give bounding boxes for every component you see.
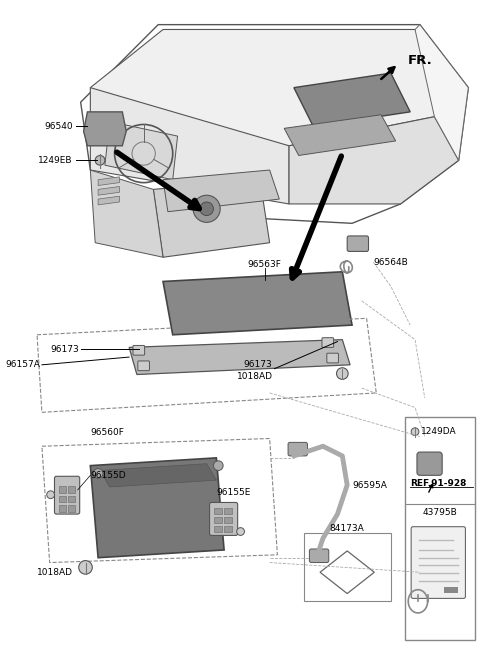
FancyBboxPatch shape [138,361,149,371]
Polygon shape [90,88,289,204]
Circle shape [95,155,105,165]
Polygon shape [90,458,224,558]
FancyBboxPatch shape [347,236,369,251]
Polygon shape [90,170,163,257]
Bar [224,525,232,531]
Text: 1018AD: 1018AD [37,567,73,577]
Text: REF.91-928: REF.91-928 [410,479,467,487]
Polygon shape [294,73,410,127]
Circle shape [47,491,55,499]
Bar [224,508,232,514]
Circle shape [200,202,214,216]
Circle shape [214,461,223,470]
FancyBboxPatch shape [133,346,144,355]
Bar [215,517,222,523]
Polygon shape [153,180,270,257]
Polygon shape [100,464,216,487]
Bar [60,486,66,493]
Text: 43795B: 43795B [423,508,457,517]
Text: 96595A: 96595A [352,480,387,489]
Text: 1249DA: 1249DA [421,427,456,436]
Bar [215,525,222,531]
Text: 96173: 96173 [50,345,79,354]
Text: 84173A: 84173A [330,524,365,533]
Circle shape [193,195,220,222]
Polygon shape [163,170,279,212]
Polygon shape [163,272,352,335]
FancyBboxPatch shape [327,353,338,363]
Text: 96560F: 96560F [90,428,124,437]
Bar [60,496,66,502]
Polygon shape [289,117,459,204]
FancyBboxPatch shape [417,452,442,476]
Text: 96564B: 96564B [373,258,408,266]
Bar [68,505,75,512]
Text: 1249EB: 1249EB [38,156,73,165]
Circle shape [93,468,103,478]
Text: FR.: FR. [408,54,433,67]
FancyBboxPatch shape [288,442,308,456]
FancyBboxPatch shape [322,338,334,348]
Polygon shape [415,25,468,160]
Text: 96563F: 96563F [248,260,282,268]
FancyBboxPatch shape [310,549,329,563]
Circle shape [237,527,244,535]
FancyBboxPatch shape [55,476,80,514]
Circle shape [411,428,419,436]
Polygon shape [98,186,120,195]
FancyBboxPatch shape [411,527,466,598]
Polygon shape [98,177,120,186]
Bar [68,496,75,502]
Text: 96155D: 96155D [90,471,126,480]
Bar [60,505,66,512]
Text: 96173: 96173 [244,359,273,369]
Polygon shape [84,112,126,146]
Bar [444,586,457,592]
Polygon shape [90,30,454,146]
Text: 96157A: 96157A [5,360,40,369]
Polygon shape [105,121,178,180]
Circle shape [336,368,348,379]
Polygon shape [284,115,396,155]
Bar [215,508,222,514]
Text: 96155E: 96155E [216,488,251,497]
FancyBboxPatch shape [210,502,238,535]
Polygon shape [98,196,120,205]
Circle shape [79,561,92,574]
Bar [224,517,232,523]
Text: 1018AD: 1018AD [237,373,273,381]
Bar [68,486,75,493]
Polygon shape [129,340,350,375]
Text: 96540: 96540 [44,122,73,131]
